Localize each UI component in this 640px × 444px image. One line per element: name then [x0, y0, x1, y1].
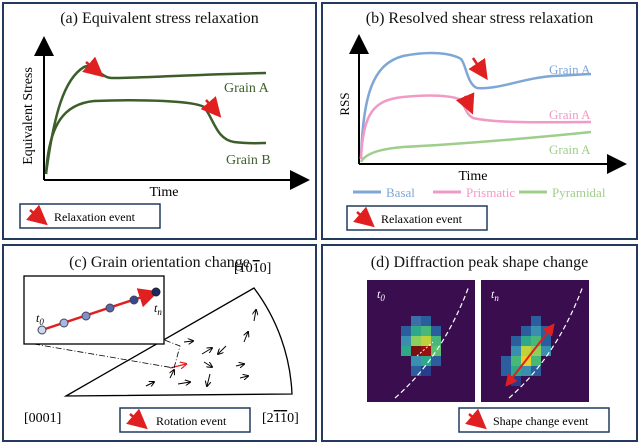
grain-a-label: Grain A: [224, 81, 270, 96]
panel-b-title: (b) Resolved shear stress relaxation: [365, 10, 594, 27]
inset-point: [81, 311, 91, 321]
panel-c-diagram: t0 tn [1010] [0001] [2110] Rotation even…: [23, 261, 299, 433]
tn-label: tn: [491, 287, 499, 303]
shape-arrow-t0: [416, 341, 434, 357]
basal-grain-label: Grain A: [549, 62, 591, 77]
pyramidal-curve: [359, 130, 592, 163]
legend-arrow-icon: [126, 408, 148, 430]
relaxation-arrow-basal: [468, 57, 488, 81]
inset-box: [23, 275, 165, 345]
ylabel: Equivalent Stress: [21, 67, 36, 165]
legend-label: Relaxation event: [381, 212, 463, 226]
corner-label-left: [0001]: [24, 411, 61, 426]
legend-label: Rotation event: [156, 414, 227, 428]
panel-d: (d) Diffraction peak shape change: [321, 244, 638, 442]
legend-prismatic: Prismatic: [466, 185, 515, 200]
inset-point: [129, 295, 139, 305]
inset-point-t0: [37, 325, 47, 335]
legend-arrow-icon: [26, 204, 48, 226]
rotation-arrows: [145, 310, 256, 386]
legend-basal: Basal: [386, 185, 415, 200]
panel-b-plot: RSS Time Grain A Grain A Grain A Basal P…: [337, 34, 627, 231]
panel-a: (a) Equivalent stress relaxation Equival…: [2, 2, 317, 240]
grain-b-curve: [44, 99, 267, 175]
inset-t0-label: t0: [36, 311, 44, 327]
inset-tn-label: tn: [154, 301, 162, 317]
legend-arrow-icon: [353, 206, 375, 228]
peak-t0-pixels: [401, 316, 441, 376]
legend-pyramidal: Pyramidal: [552, 185, 606, 200]
panel-b: (b) Resolved shear stress relaxation RSS…: [321, 2, 638, 240]
basal-curve: [359, 51, 592, 160]
legend-label: Shape change event: [493, 414, 589, 428]
panel-a-plot: Equivalent Stress Time Grain A Grain B R…: [19, 36, 310, 229]
ylabel: RSS: [337, 92, 352, 115]
corner-label-right: [2110]: [262, 411, 299, 426]
t0-label: t0: [377, 287, 385, 303]
arc-t0: [394, 285, 470, 399]
xlabel: Time: [149, 185, 178, 200]
panel-d-title: (d) Diffraction peak shape change: [370, 254, 589, 271]
legend-label: Relaxation event: [54, 210, 136, 224]
grain-b-label: Grain B: [226, 153, 271, 168]
prismatic-grain-label: Grain A: [549, 107, 591, 122]
relaxation-arrow-b: [200, 96, 222, 118]
xlabel: Time: [458, 169, 487, 184]
inset-point: [105, 303, 115, 313]
corner-label-top: [1010]: [234, 261, 271, 276]
shape-arrow-tn: [505, 323, 555, 387]
relaxation-arrow-prismatic: [455, 92, 475, 115]
relaxation-arrow-a: [82, 56, 104, 78]
rotation-arrow-red: [169, 364, 186, 368]
ipf-triangle: [63, 287, 293, 397]
panel-a-title: (a) Equivalent stress relaxation: [60, 10, 259, 27]
panel-c-title: (c) Grain orientation change: [69, 254, 250, 271]
legend-arrow-icon: [465, 408, 487, 430]
inset-point: [59, 318, 69, 328]
inset-point-tn: [151, 287, 161, 297]
pyramidal-grain-label: Grain A: [549, 142, 591, 157]
panel-c: (c) Grain orientation change: [2, 244, 317, 442]
panel-d-images: t0 tn: [367, 280, 610, 433]
